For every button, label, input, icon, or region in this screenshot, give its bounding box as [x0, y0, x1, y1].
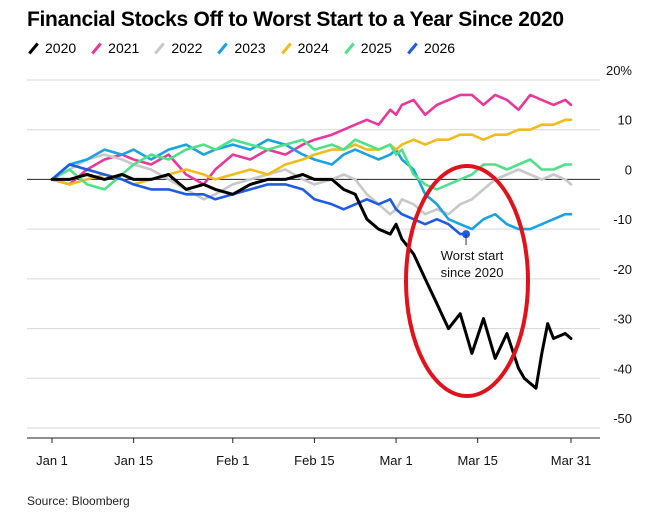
y-tick-label: 0	[625, 162, 632, 177]
series-line-2020	[50, 173, 573, 390]
legend-item-2025: 2025	[343, 40, 392, 56]
legend-item-2020: 2020	[27, 40, 76, 56]
legend-label: 2023	[234, 40, 266, 56]
x-tick-label: Feb 15	[294, 453, 334, 468]
legend-item-2022: 2022	[153, 40, 202, 56]
chart-title: Financial Stocks Off to Worst Start to a…	[27, 8, 564, 31]
legend-item-2021: 2021	[90, 40, 139, 56]
gridlines	[27, 79, 600, 429]
legend-label: 2022	[171, 40, 203, 56]
annotation-text: Worst start	[441, 248, 504, 263]
legend-label: 2024	[297, 40, 329, 56]
legend-item-2026: 2026	[406, 40, 455, 56]
axes: 20% 10 0 -10 -20 -30 -40 -50 Jan 1 Jan 15 Feb 1 Feb…	[27, 63, 632, 468]
legend-label: 2020	[45, 40, 77, 56]
highlight-ellipse	[404, 164, 530, 398]
legend-label: 2025	[360, 40, 392, 56]
y-tick-label: -30	[613, 312, 632, 327]
y-tick-label: -10	[613, 212, 632, 227]
legend-label: 2026	[423, 40, 456, 56]
source-note: Source: Bloomberg	[27, 494, 130, 508]
x-tick-label: Mar 15	[457, 453, 497, 468]
x-tick-label: Jan 1	[36, 453, 68, 468]
y-tick-label: -20	[613, 262, 632, 277]
y-tick-label: -40	[613, 361, 632, 376]
y-tick-label: 20%	[606, 63, 632, 78]
series-line-2025	[50, 138, 573, 191]
legend-label: 2021	[108, 40, 140, 56]
series-line-2021	[50, 93, 573, 186]
series-lines	[50, 93, 573, 390]
x-tick-label: Mar 1	[379, 453, 412, 468]
x-tick-label: Jan 15	[114, 453, 153, 468]
legend: 2020 2021 2022 2023 2024 2025 2026	[27, 40, 455, 56]
annotation-text: since 2020	[441, 265, 504, 280]
series-line-2023	[50, 138, 573, 231]
y-tick-label: 10	[618, 113, 632, 128]
x-tick-label: Mar 31	[551, 453, 591, 468]
annotations: Worst start since 2020	[404, 164, 530, 398]
y-tick-label: -50	[613, 411, 632, 426]
series-line-2022	[50, 153, 573, 216]
x-tick-label: Feb 1	[216, 453, 249, 468]
legend-item-2024: 2024	[280, 40, 329, 56]
legend-item-2023: 2023	[216, 40, 266, 56]
